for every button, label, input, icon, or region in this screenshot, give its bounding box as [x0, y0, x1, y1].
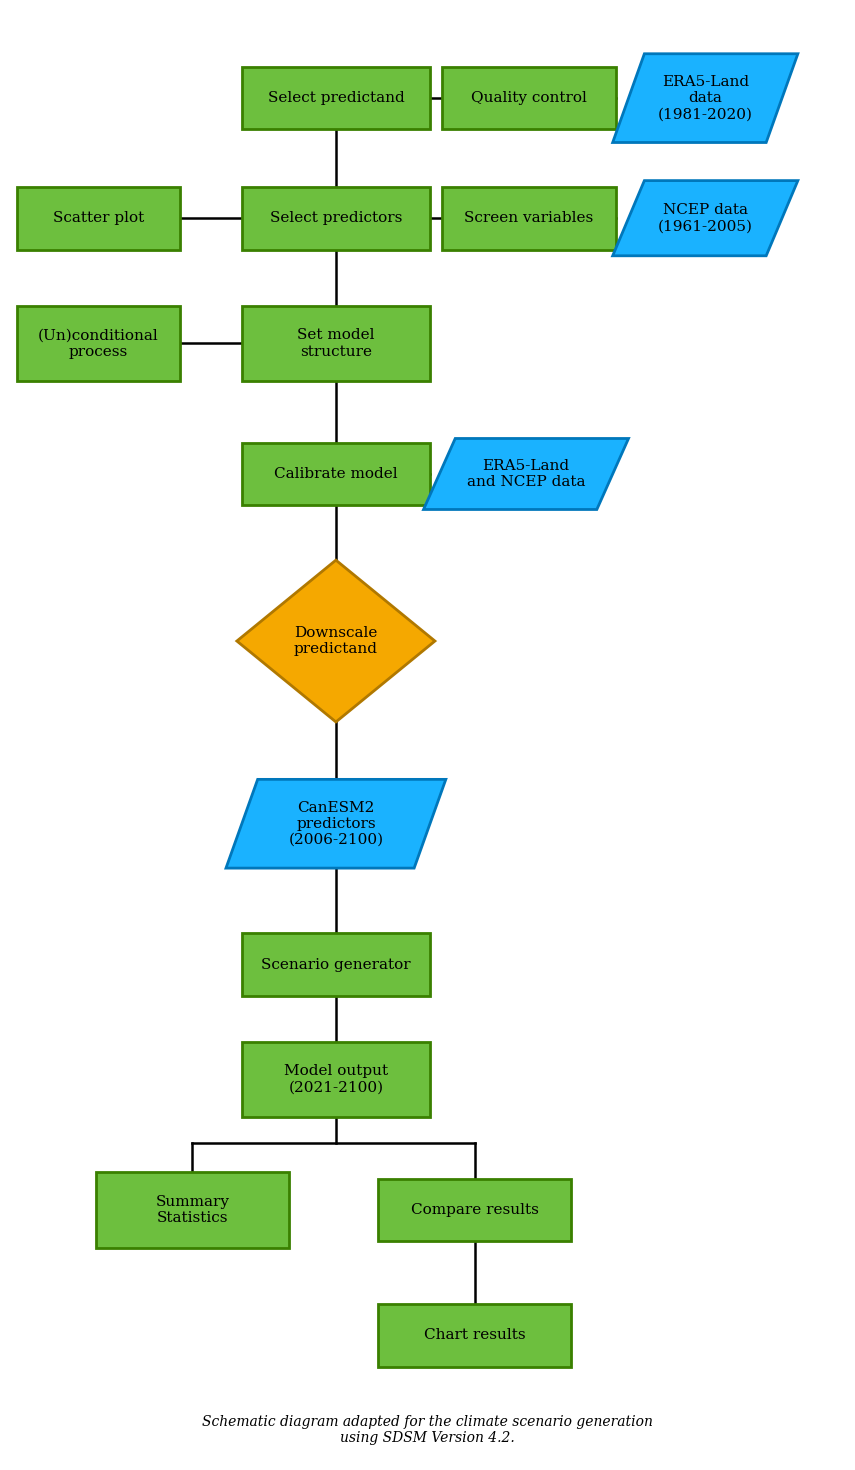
Text: ERA5-Land
and NCEP data: ERA5-Land and NCEP data	[467, 459, 586, 490]
FancyBboxPatch shape	[242, 306, 430, 381]
Polygon shape	[613, 181, 798, 256]
FancyBboxPatch shape	[442, 66, 616, 129]
FancyBboxPatch shape	[378, 1179, 571, 1241]
Text: (Un)conditional
process: (Un)conditional process	[38, 328, 159, 359]
Text: Schematic diagram adapted for the climate scenario generation
using SDSM Version: Schematic diagram adapted for the climat…	[202, 1414, 653, 1445]
Text: NCEP data
(1961-2005): NCEP data (1961-2005)	[657, 203, 752, 234]
Text: Select predictors: Select predictors	[269, 212, 402, 225]
FancyBboxPatch shape	[16, 187, 180, 250]
FancyBboxPatch shape	[442, 187, 616, 250]
Text: Model output
(2021-2100): Model output (2021-2100)	[284, 1064, 388, 1095]
Text: Chart results: Chart results	[424, 1329, 525, 1342]
Text: Screen variables: Screen variables	[464, 212, 593, 225]
Polygon shape	[237, 560, 435, 722]
FancyBboxPatch shape	[242, 66, 430, 129]
Polygon shape	[613, 54, 798, 143]
Text: Scenario generator: Scenario generator	[261, 957, 410, 972]
Text: CanESM2
predictors
(2006-2100): CanESM2 predictors (2006-2100)	[288, 801, 383, 847]
FancyBboxPatch shape	[242, 187, 430, 250]
Text: ERA5-Land
data
(1981-2020): ERA5-Land data (1981-2020)	[657, 75, 752, 122]
Text: Summary
Statistics: Summary Statistics	[156, 1195, 229, 1225]
FancyBboxPatch shape	[96, 1173, 289, 1248]
Text: Scatter plot: Scatter plot	[53, 212, 144, 225]
Text: Quality control: Quality control	[471, 91, 587, 106]
Polygon shape	[226, 779, 445, 869]
FancyBboxPatch shape	[242, 442, 430, 506]
FancyBboxPatch shape	[242, 1042, 430, 1117]
Text: Downscale
predictand: Downscale predictand	[294, 626, 378, 656]
FancyBboxPatch shape	[242, 933, 430, 997]
Text: Set model
structure: Set model structure	[298, 328, 374, 359]
FancyBboxPatch shape	[378, 1304, 571, 1367]
Polygon shape	[423, 438, 628, 510]
Text: Compare results: Compare results	[410, 1202, 539, 1217]
FancyBboxPatch shape	[16, 306, 180, 381]
Text: Calibrate model: Calibrate model	[274, 467, 398, 481]
Text: Select predictand: Select predictand	[268, 91, 404, 106]
